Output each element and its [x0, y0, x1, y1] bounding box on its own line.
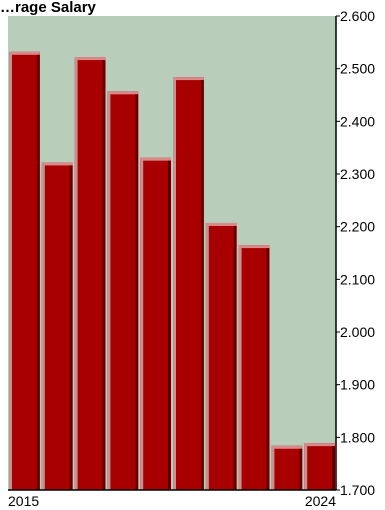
bar-right-shadow — [102, 60, 106, 490]
chart-title: …rage Salary — [0, 0, 97, 16]
y-tick-label: 2.300 — [340, 166, 375, 182]
bar-body — [271, 445, 303, 490]
bar-left-highlight — [173, 77, 176, 491]
bar-2020 — [173, 77, 204, 491]
x-axis: 2015 2024 — [8, 489, 336, 509]
bar-right-shadow — [266, 248, 270, 490]
x-tick-label: 2015 — [8, 493, 39, 509]
bar-top-highlight — [304, 443, 335, 447]
bars-group — [9, 51, 335, 491]
y-tick-label: 2.500 — [340, 61, 375, 77]
y-axis: 1.700 1.800 1.900 2.000 2.100 2.200 2.300 2.400… — [335, 8, 375, 498]
bar-body — [304, 443, 335, 490]
y-tick-label: 1.900 — [340, 377, 375, 393]
y-tick-label: 2.400 — [340, 113, 375, 129]
bar-top-highlight — [41, 162, 73, 166]
bar-left-highlight — [238, 245, 242, 490]
y-tick-label: 1.800 — [340, 429, 375, 445]
bar-left-highlight — [74, 57, 78, 490]
bar-body — [173, 77, 204, 491]
x-tick-label: 2024 — [305, 493, 336, 509]
bar-body — [238, 245, 270, 490]
y-tick-label: 1.700 — [340, 482, 375, 498]
bar-2018 — [107, 91, 139, 491]
bar-left-highlight — [140, 157, 144, 490]
bar-left-highlight — [271, 445, 275, 490]
bar-left-highlight — [205, 222, 209, 491]
bar-2016 — [41, 162, 73, 490]
bar-body — [9, 51, 40, 491]
bar-right-shadow — [299, 448, 303, 490]
bar-2021 — [205, 222, 237, 491]
bar-right-shadow — [168, 160, 171, 490]
bar-top-highlight — [74, 57, 106, 61]
y-tick-label: 2.000 — [340, 324, 375, 340]
bar-2022 — [238, 245, 270, 490]
bar-2023 — [271, 445, 303, 490]
bar-right-shadow — [332, 446, 335, 490]
y-tick-label: 2.100 — [340, 271, 375, 287]
bar-top-highlight — [9, 51, 40, 55]
bar-2019 — [140, 157, 171, 490]
bar-2024 — [304, 443, 335, 490]
bar-top-highlight — [173, 77, 204, 81]
bar-top-highlight — [107, 91, 139, 95]
bar-body — [205, 222, 237, 491]
bar-right-shadow — [69, 165, 73, 490]
bar-top-highlight — [271, 445, 303, 449]
bar-2017 — [74, 57, 106, 490]
bar-top-highlight — [238, 245, 270, 249]
bar-right-shadow — [233, 225, 237, 491]
y-tick-label: 2.600 — [340, 8, 375, 24]
bar-right-shadow — [36, 54, 40, 491]
bar-left-highlight — [107, 91, 111, 491]
bar-left-highlight — [304, 443, 308, 490]
bar-right-shadow — [200, 80, 204, 491]
bar-body — [74, 57, 106, 490]
bar-left-highlight — [41, 162, 45, 490]
bar-body — [140, 157, 171, 490]
bar-right-shadow — [135, 94, 139, 491]
bar-body — [107, 91, 139, 491]
bar-top-highlight — [140, 157, 171, 161]
bar-body — [41, 162, 73, 490]
bar-top-highlight — [205, 222, 237, 226]
y-tick-label: 2.200 — [340, 219, 375, 235]
bar-2015 — [9, 51, 40, 491]
bar-left-highlight — [9, 51, 12, 491]
